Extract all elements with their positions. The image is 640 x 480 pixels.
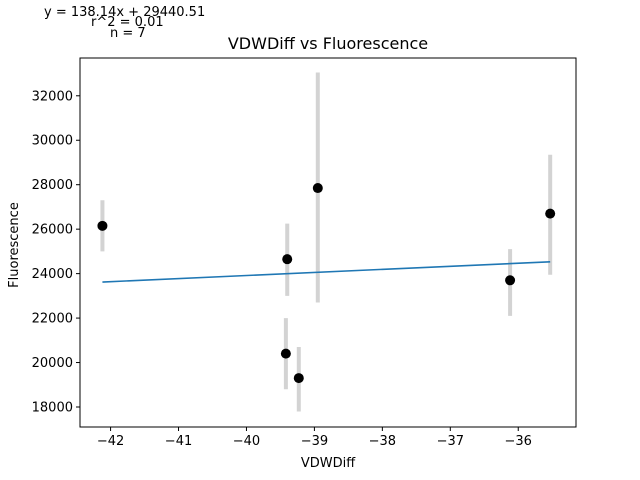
x-tick-label: −40 bbox=[233, 434, 260, 449]
y-tick-label: 26000 bbox=[32, 223, 73, 238]
y-tick-label: 18000 bbox=[32, 400, 73, 415]
y-tick-label: 30000 bbox=[32, 134, 73, 149]
data-point-1 bbox=[280, 348, 291, 359]
y-tick-label: 20000 bbox=[32, 356, 73, 371]
data-point-6 bbox=[545, 208, 556, 219]
plot-frame bbox=[79, 57, 577, 428]
x-tick-label: −39 bbox=[301, 434, 328, 449]
data-point-0 bbox=[97, 220, 108, 231]
y-axis-label: Fluorescence bbox=[7, 202, 22, 288]
data-points bbox=[97, 183, 556, 384]
data-point-5 bbox=[505, 275, 516, 286]
data-point-3 bbox=[293, 373, 304, 384]
x-tick-label: −38 bbox=[369, 434, 396, 449]
data-point-4 bbox=[312, 183, 323, 194]
sample-count-label: n = 7 bbox=[110, 26, 146, 41]
chart-title: VDWDiff vs Fluorescence bbox=[228, 34, 428, 53]
x-tick-label: −36 bbox=[505, 434, 532, 449]
x-tick-label: −41 bbox=[165, 434, 192, 449]
y-tick-label: 24000 bbox=[32, 267, 73, 282]
y-axis-ticks: 18000 20000 22000 24000 26000 28000 30000 32000 bbox=[32, 89, 80, 415]
x-tick-label: −37 bbox=[437, 434, 464, 449]
y-tick-label: 28000 bbox=[32, 178, 73, 193]
data-point-2 bbox=[282, 254, 293, 265]
x-axis-ticks: −42 −41 −40 −39 −38 −37 −36 bbox=[97, 427, 532, 449]
x-axis-label: VDWDiff bbox=[301, 456, 356, 471]
fit-equation-label: y = 138.14x + 29440.51 bbox=[44, 5, 206, 20]
regression-line bbox=[102, 260, 551, 283]
y-tick-label: 22000 bbox=[32, 312, 73, 327]
error-bars bbox=[100, 72, 553, 412]
x-tick-label: −42 bbox=[97, 434, 124, 449]
r-squared-label: r^2 = 0.01 bbox=[91, 15, 164, 30]
y-tick-label: 32000 bbox=[32, 89, 73, 104]
regression-line-group bbox=[102, 260, 551, 283]
